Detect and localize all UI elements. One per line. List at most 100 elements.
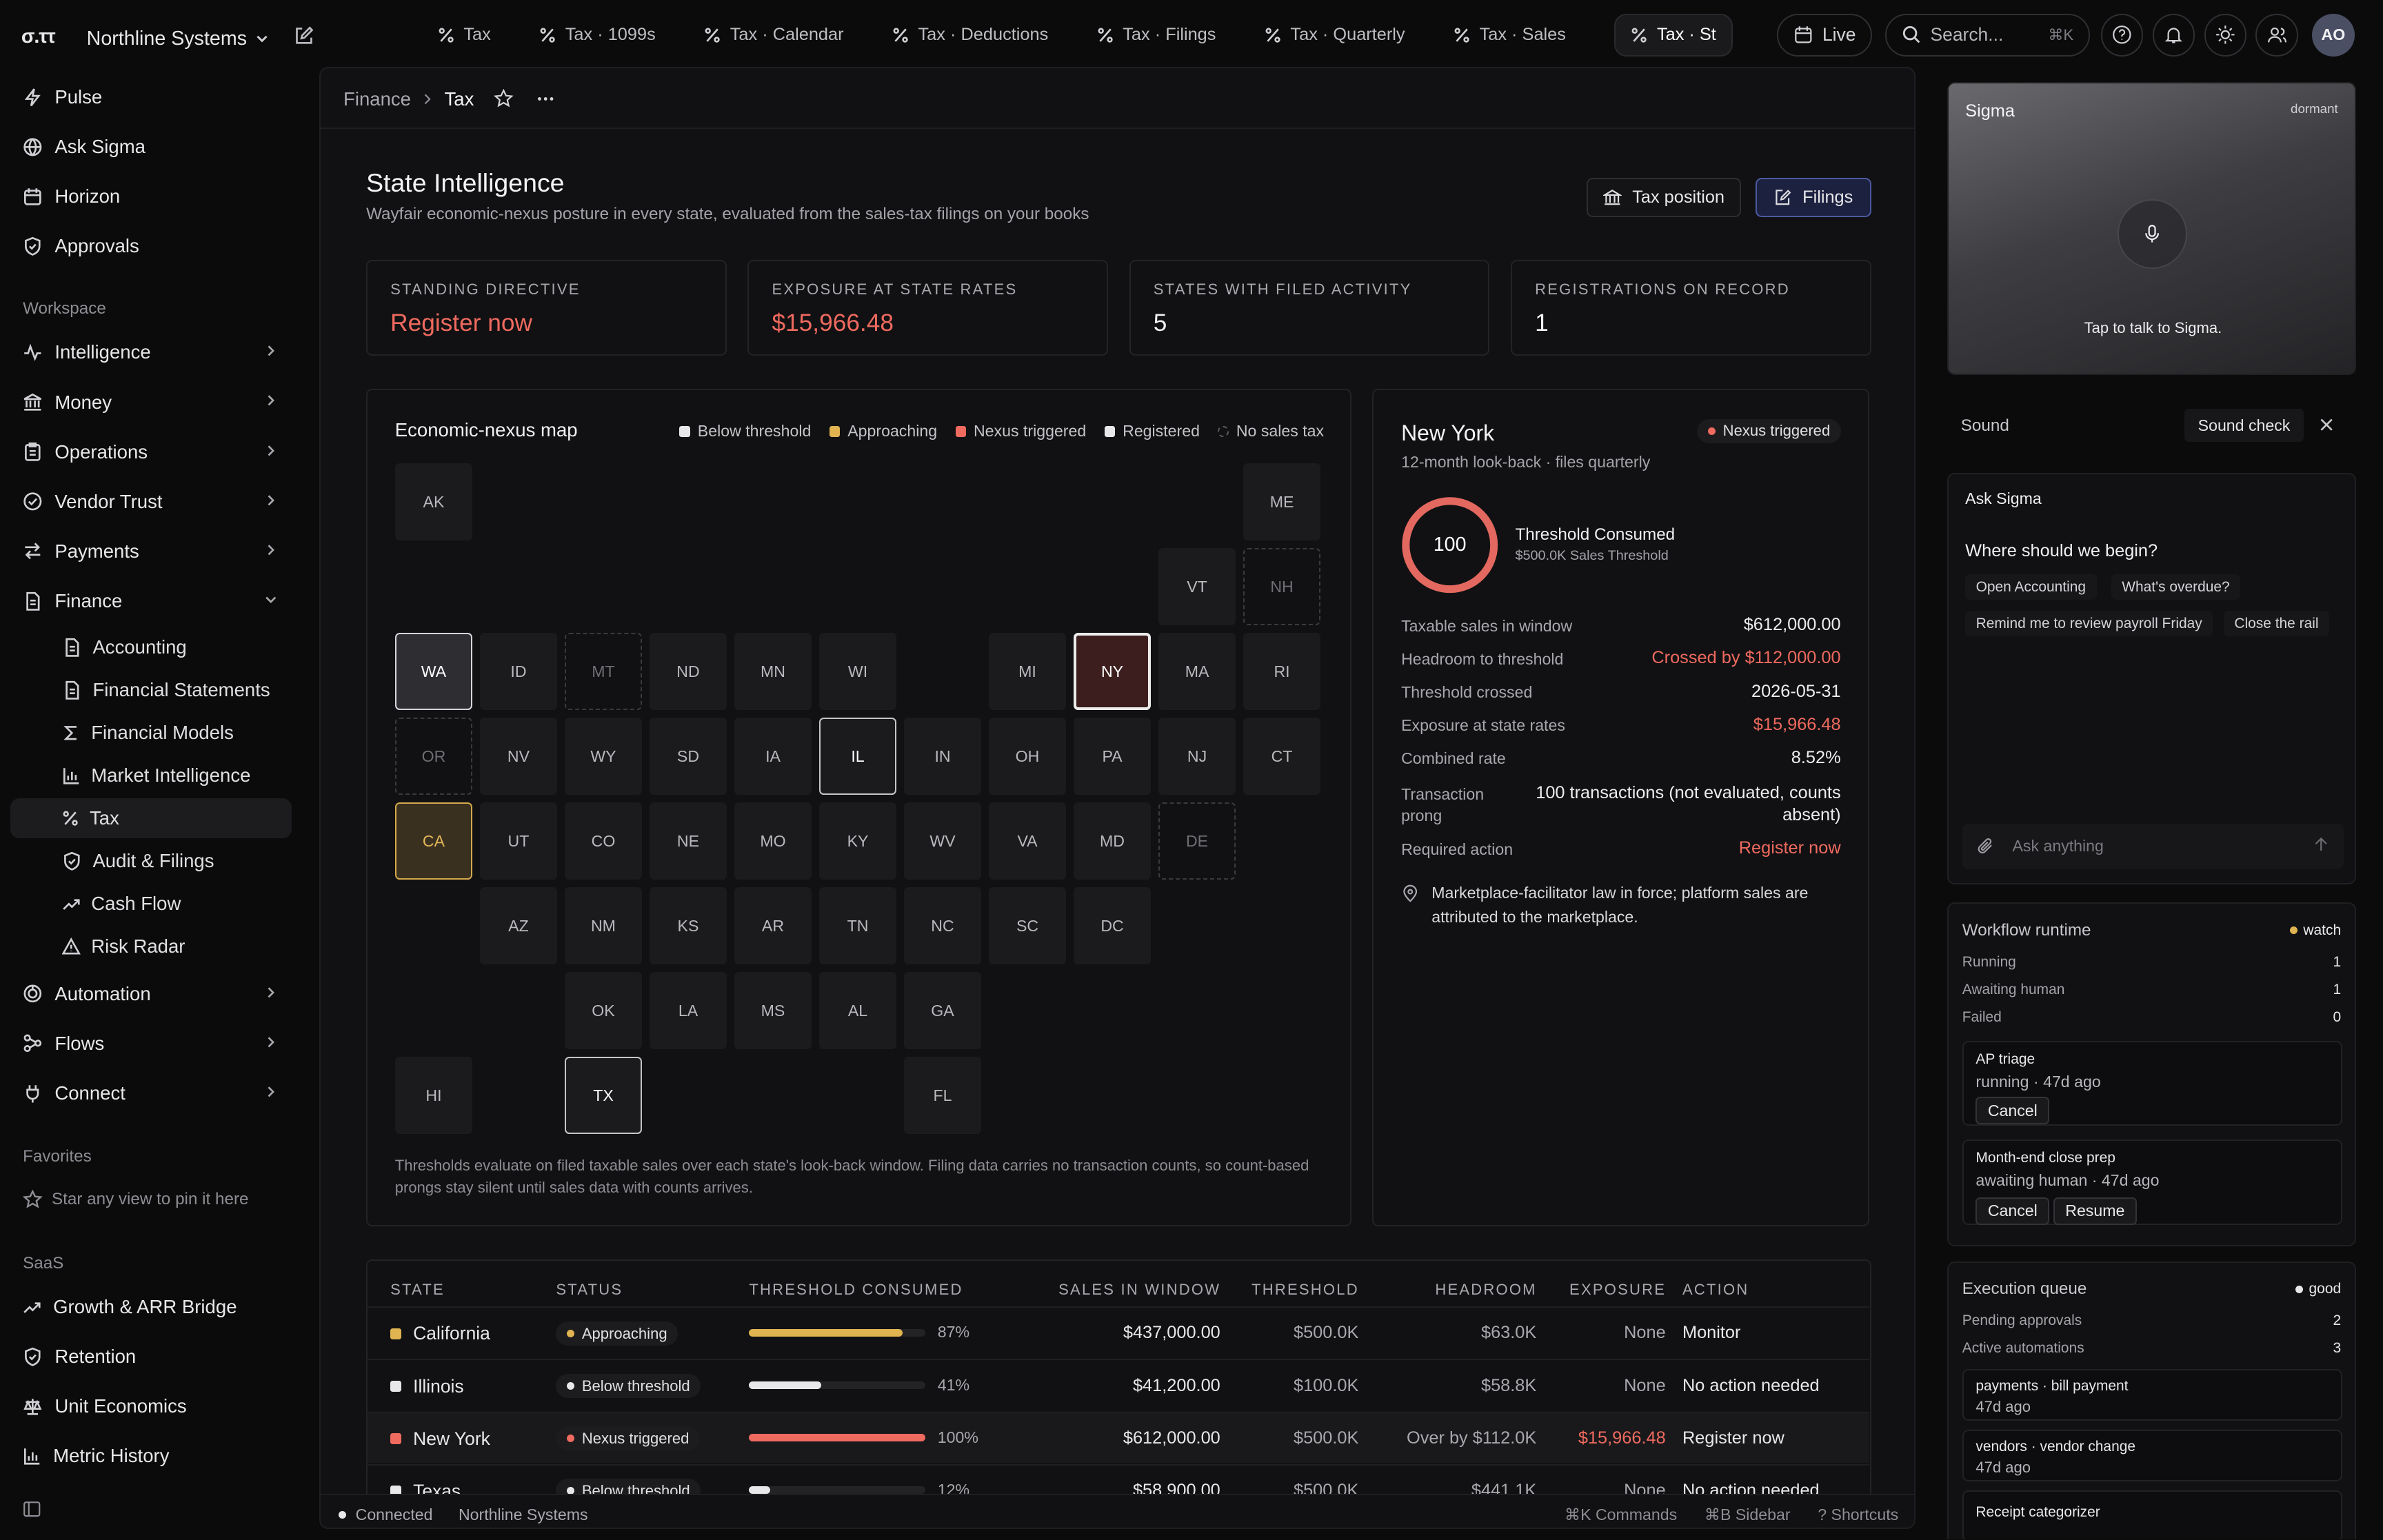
tab-7[interactable]: Tax · Sales bbox=[1438, 14, 1581, 57]
state-tile-nd[interactable]: ND bbox=[649, 632, 727, 711]
sidebar-item-payments[interactable]: Payments bbox=[10, 530, 292, 573]
sidebar-item-connect[interactable]: Connect bbox=[10, 1072, 292, 1115]
tab-2[interactable]: Tax · 1099s bbox=[524, 14, 671, 57]
state-tile-fl[interactable]: FL bbox=[903, 1057, 982, 1135]
state-tile-ny[interactable]: NY bbox=[1073, 632, 1152, 711]
suggestion-chip[interactable]: Open Accounting bbox=[1965, 574, 2097, 600]
sidebar-toggle-button[interactable] bbox=[23, 1497, 41, 1524]
star-icon[interactable] bbox=[494, 89, 514, 109]
avatar[interactable]: AO bbox=[2312, 13, 2355, 57]
sidebar-subitem-accounting[interactable]: Accounting bbox=[10, 627, 292, 667]
state-tile-ri[interactable]: RI bbox=[1243, 632, 1321, 711]
sidebar-subitem-market-intelligence[interactable]: Market Intelligence bbox=[10, 756, 292, 795]
sidebar-item-vendor-trust[interactable]: Vendor Trust bbox=[10, 480, 292, 523]
suggestion-chip[interactable]: What's overdue? bbox=[2111, 574, 2241, 600]
sidebar-subitem-financial-models[interactable]: Financial Models bbox=[10, 713, 292, 752]
state-tile-ut[interactable]: UT bbox=[479, 802, 558, 880]
column-header[interactable]: STATUS bbox=[556, 1280, 623, 1298]
state-tile-ar[interactable]: AR bbox=[734, 886, 812, 965]
queue-item[interactable]: Receipt categorizer bbox=[1962, 1490, 2342, 1540]
column-header[interactable]: HEADROOM bbox=[1435, 1280, 1537, 1298]
state-tile-ia[interactable]: IA bbox=[734, 717, 812, 796]
column-header[interactable]: SALES IN WINDOW bbox=[1058, 1280, 1221, 1298]
suggestion-chip[interactable]: Remind me to review payroll Friday bbox=[1965, 610, 2213, 637]
tab-3[interactable]: Tax · Calendar bbox=[689, 14, 858, 57]
sidebar-item-automation[interactable]: Automation bbox=[10, 973, 292, 1015]
state-tile-ok[interactable]: OK bbox=[564, 972, 643, 1050]
tab-4[interactable]: Tax · Deductions bbox=[877, 14, 1063, 57]
sidebar-item-operations[interactable]: Operations bbox=[10, 431, 292, 474]
live-button[interactable]: Live bbox=[1777, 13, 1873, 57]
state-tile-ga[interactable]: GA bbox=[903, 972, 982, 1050]
tax-position-button[interactable]: Tax position bbox=[1587, 177, 1742, 218]
state-tile-ky[interactable]: KY bbox=[818, 802, 897, 880]
help-button[interactable] bbox=[2100, 13, 2144, 57]
sidebar-subitem-audit-filings[interactable]: Audit & Filings bbox=[10, 841, 292, 880]
state-tile-mi[interactable]: MI bbox=[988, 632, 1067, 711]
suggestion-chip[interactable]: Close the rail bbox=[2223, 610, 2329, 637]
sidebar-item-pulse[interactable]: Pulse bbox=[10, 76, 292, 119]
mic-button[interactable] bbox=[2117, 199, 2188, 269]
state-tile-la[interactable]: LA bbox=[649, 972, 727, 1050]
cancel-button[interactable]: Cancel bbox=[1975, 1197, 2050, 1225]
state-tile-mt[interactable]: MT bbox=[564, 632, 643, 711]
sidebar-item-approvals[interactable]: Approvals bbox=[10, 225, 292, 267]
state-tile-wy[interactable]: WY bbox=[564, 717, 643, 796]
app-logo[interactable]: σ.ττ bbox=[21, 26, 56, 48]
table-row[interactable]: California Approaching 87% $437,000.00 $500.… bbox=[368, 1306, 1870, 1358]
ask-input[interactable]: Ask anything bbox=[1962, 823, 2344, 869]
state-tile-il[interactable]: IL bbox=[818, 717, 897, 796]
state-tile-nj[interactable]: NJ bbox=[1158, 717, 1236, 796]
sidebar-subitem-financial-statements[interactable]: Financial Statements bbox=[10, 670, 292, 709]
state-tile-vt[interactable]: VT bbox=[1158, 547, 1236, 626]
sidebar-item-metric-history[interactable]: Metric History bbox=[10, 1435, 292, 1477]
search-input[interactable]: Search... ⌘K bbox=[1884, 13, 2091, 57]
state-tile-ms[interactable]: MS bbox=[734, 972, 812, 1050]
send-arrow-icon[interactable] bbox=[2312, 835, 2330, 853]
state-tile-id[interactable]: ID bbox=[479, 632, 558, 711]
state-tile-de[interactable]: DE bbox=[1158, 802, 1236, 880]
filings-button[interactable]: Filings bbox=[1755, 177, 1871, 218]
org-switcher[interactable]: Northline Systems bbox=[87, 28, 270, 50]
state-tile-va[interactable]: VA bbox=[988, 802, 1067, 880]
sound-check-button[interactable]: Sound check bbox=[2184, 408, 2304, 443]
state-tile-or[interactable]: OR bbox=[394, 717, 473, 796]
table-row[interactable]: Illinois Below threshold 41% $41,200.00 $100… bbox=[368, 1359, 1870, 1410]
sidebar-subitem-risk-radar[interactable]: Risk Radar bbox=[10, 926, 292, 966]
state-tile-nm[interactable]: NM bbox=[564, 886, 643, 965]
sidebar-item-flows[interactable]: Flows bbox=[10, 1022, 292, 1065]
tab-5[interactable]: Tax · Filings bbox=[1082, 14, 1231, 57]
sidebar-item-ask-sigma[interactable]: Ask Sigma bbox=[10, 125, 292, 168]
resume-button[interactable]: Resume bbox=[2053, 1197, 2137, 1225]
state-tile-me[interactable]: ME bbox=[1243, 463, 1321, 541]
sidebar-subitem-cash-flow[interactable]: Cash Flow bbox=[10, 884, 292, 923]
close-icon[interactable] bbox=[2318, 416, 2335, 433]
state-tile-ks[interactable]: KS bbox=[649, 886, 727, 965]
sidebar-item-growth-arr-bridge[interactable]: Growth & ARR Bridge bbox=[10, 1286, 292, 1328]
queue-item[interactable]: payments · bill payment 47d ago bbox=[1962, 1369, 2342, 1421]
compose-icon[interactable] bbox=[293, 26, 314, 47]
voice-card[interactable]: Sigma dormant Tap to talk to Sigma. bbox=[1947, 82, 2356, 376]
sidebar-item-intelligence[interactable]: Intelligence bbox=[10, 332, 292, 374]
state-tile-wi[interactable]: WI bbox=[818, 632, 897, 711]
column-header[interactable]: THRESHOLD CONSUMED bbox=[749, 1280, 963, 1298]
sidebar-item-horizon[interactable]: Horizon bbox=[10, 175, 292, 218]
column-header[interactable]: ACTION bbox=[1682, 1280, 1749, 1298]
sidebar-item-money[interactable]: Money bbox=[10, 381, 292, 424]
state-tile-sd[interactable]: SD bbox=[649, 717, 727, 796]
theme-toggle[interactable] bbox=[2204, 13, 2247, 57]
state-tile-ne[interactable]: NE bbox=[649, 802, 727, 880]
state-tile-ak[interactable]: AK bbox=[394, 463, 473, 541]
queue-item[interactable]: vendors · vendor change 47d ago bbox=[1962, 1430, 2342, 1482]
column-header[interactable]: EXPOSURE bbox=[1569, 1280, 1667, 1298]
state-tile-ct[interactable]: CT bbox=[1243, 717, 1321, 796]
state-tile-ca[interactable]: CA bbox=[394, 802, 473, 880]
cancel-button[interactable]: Cancel bbox=[1975, 1097, 2050, 1125]
state-tile-tn[interactable]: TN bbox=[818, 886, 897, 965]
breadcrumb-parent[interactable]: Finance bbox=[343, 88, 412, 110]
sidebar-item-retention[interactable]: Retention bbox=[10, 1335, 292, 1378]
state-tile-al[interactable]: AL bbox=[818, 972, 897, 1050]
state-tile-tx[interactable]: TX bbox=[564, 1057, 643, 1135]
tab-1[interactable]: Tax bbox=[423, 14, 506, 57]
state-tile-nh[interactable]: NH bbox=[1243, 547, 1321, 626]
